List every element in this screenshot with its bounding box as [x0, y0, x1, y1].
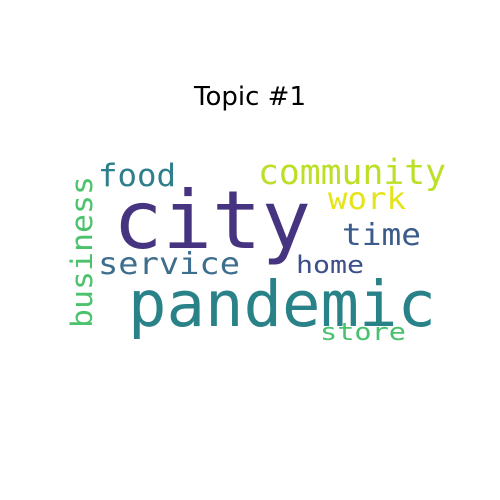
word-pandemic: pandemic [128, 268, 436, 341]
word-food: food [98, 158, 176, 194]
word-community: community [258, 153, 446, 193]
word-business: business [65, 176, 99, 328]
word-service: service [98, 247, 240, 282]
word-time: time [342, 218, 421, 253]
word-store: store [320, 318, 406, 346]
figure-title: Topic #1 [194, 82, 306, 112]
word-city: city [113, 174, 311, 267]
word-home: home [296, 251, 364, 279]
word-work: work [328, 182, 406, 217]
